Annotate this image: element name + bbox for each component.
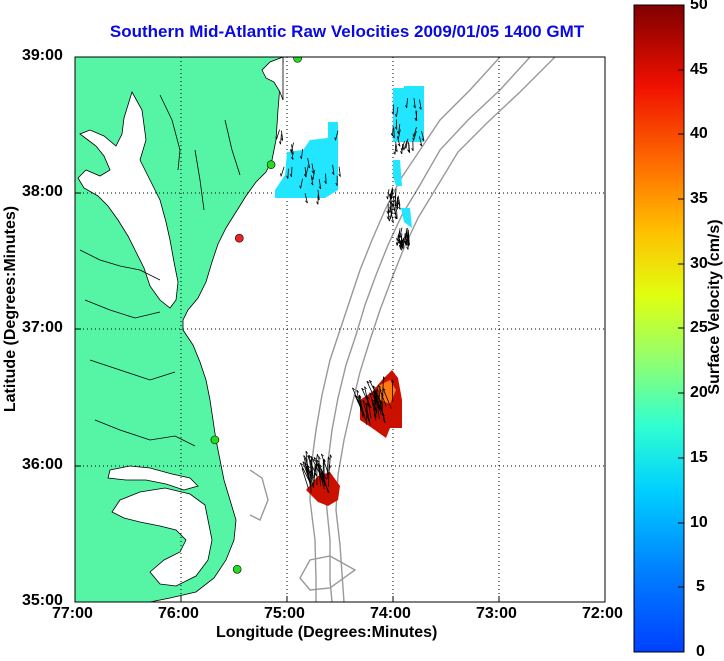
- x-axis-label: Longitude (Degrees:Minutes): [216, 624, 437, 642]
- velocity-vector-head: [403, 147, 404, 150]
- y-axis-label: Latitude (Degrees:Minutes): [2, 194, 20, 424]
- x-tick-label: 74:00: [370, 605, 411, 623]
- colorbar-tick-label: 50: [690, 0, 708, 14]
- station-marker: [267, 161, 275, 169]
- x-tick-label: 75:00: [264, 605, 305, 623]
- y-tick-label: 38:00: [22, 183, 63, 201]
- colorbar-tick-label: 15: [690, 449, 708, 467]
- y-tick-label: 36:00: [22, 456, 63, 474]
- y-tick-label: 39:00: [22, 47, 63, 65]
- velocity-vector-head: [276, 136, 277, 139]
- x-tick-label: 76:00: [158, 605, 199, 623]
- velocity-vector-head: [389, 218, 390, 221]
- colorbar-tick-label: 45: [690, 61, 708, 79]
- x-tick-label: 72:00: [582, 605, 623, 623]
- station-marker: [235, 234, 243, 242]
- station-marker: [294, 54, 302, 62]
- station-marker: [211, 436, 219, 444]
- x-tick-label: 77:00: [52, 605, 93, 623]
- velocity-cluster: [393, 86, 424, 142]
- colorbar-tick-label: 0: [696, 643, 705, 661]
- colorbar-tick-label: 10: [690, 514, 708, 532]
- colorbar-tick-label: 5: [696, 578, 705, 596]
- colorbar: [634, 5, 684, 652]
- velocity-vector-head: [402, 240, 403, 243]
- colorbar-tick-label: 40: [690, 125, 708, 143]
- y-tick-label: 37:00: [22, 319, 63, 337]
- x-tick-label: 73:00: [476, 605, 517, 623]
- station-marker: [233, 565, 241, 573]
- colorbar-label: Surface Velocity (cm/s): [706, 192, 724, 422]
